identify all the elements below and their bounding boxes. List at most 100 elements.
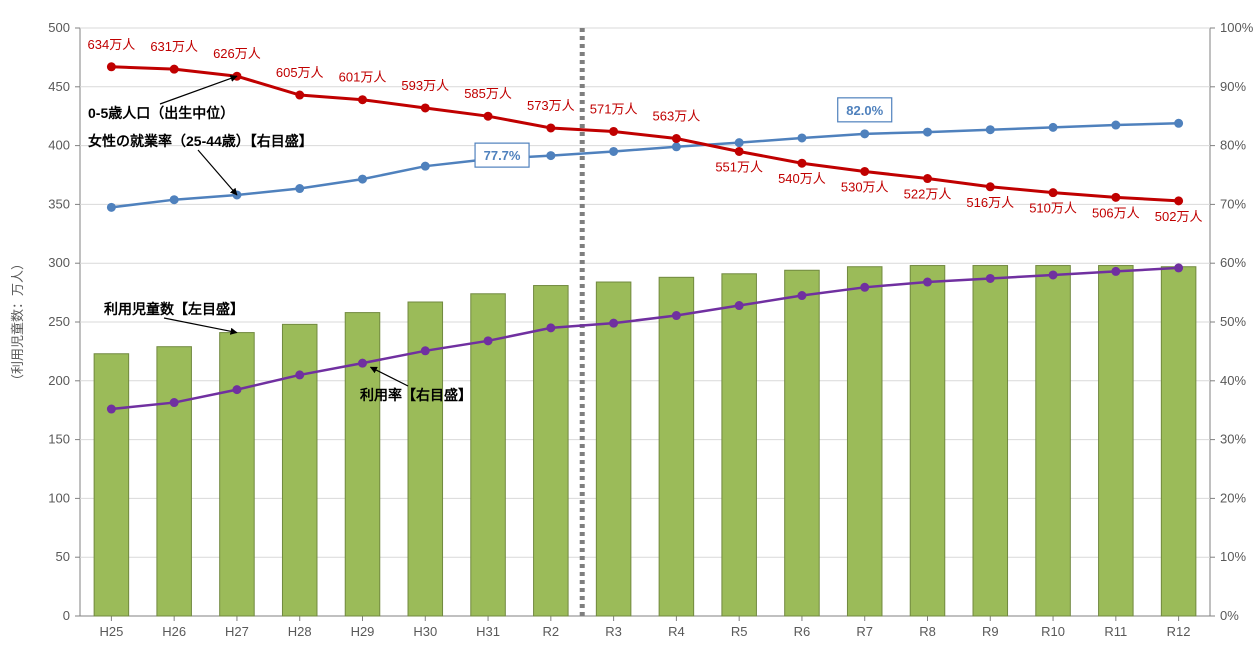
chart-container: 050100150200250300350400450500（利用児童数：万人）…: [0, 0, 1256, 653]
bar: [282, 324, 317, 616]
y-right-tick-label: 50%: [1220, 314, 1246, 329]
x-tick-label: R11: [1104, 624, 1127, 639]
usage-rate-marker: [1049, 271, 1057, 279]
bar: [220, 333, 255, 616]
bar: [534, 286, 569, 616]
population-data-label: 573万人: [527, 98, 575, 113]
x-tick-label: H26: [162, 624, 186, 639]
x-tick-label: H28: [288, 624, 312, 639]
population-data-label: 530万人: [841, 179, 889, 194]
population-marker: [672, 135, 680, 143]
population-marker: [1175, 197, 1183, 205]
population-data-label: 605万人: [276, 65, 324, 80]
x-tick-label: R9: [982, 624, 999, 639]
annotation-pop-title: 0-5歳人口（出生中位）: [88, 105, 234, 121]
bar: [910, 266, 945, 616]
population-data-label: 563万人: [653, 109, 701, 124]
y-left-tick-label: 200: [48, 373, 70, 388]
y-left-tick-label: 0: [63, 608, 70, 623]
population-data-label: 631万人: [150, 39, 198, 54]
employment-marker: [547, 152, 555, 160]
population-marker: [798, 159, 806, 167]
population-data-label: 593万人: [401, 78, 449, 93]
y-left-tick-label: 500: [48, 20, 70, 35]
annotation-usage-title: 利用率【右目盛】: [360, 387, 472, 403]
usage-rate-marker: [986, 274, 994, 282]
usage-rate-marker: [735, 302, 743, 310]
bar: [1099, 266, 1134, 616]
employment-marker: [986, 126, 994, 134]
x-tick-label: R10: [1041, 624, 1065, 639]
y-left-tick-label: 350: [48, 196, 70, 211]
x-tick-label: H27: [225, 624, 249, 639]
bar: [345, 313, 380, 616]
x-tick-label: R6: [794, 624, 811, 639]
bar: [722, 274, 757, 616]
employment-marker: [107, 203, 115, 211]
callout-text: 82.0%: [846, 103, 883, 118]
population-marker: [170, 65, 178, 73]
employment-marker: [421, 162, 429, 170]
usage-rate-marker: [1175, 264, 1183, 272]
bar: [659, 277, 694, 616]
employment-marker: [861, 130, 869, 138]
usage-rate-marker: [421, 347, 429, 355]
usage-rate-marker: [798, 292, 806, 300]
population-marker: [421, 104, 429, 112]
usage-rate-marker: [861, 283, 869, 291]
usage-rate-marker: [233, 386, 241, 394]
callout-text: 77.7%: [484, 148, 521, 163]
employment-marker: [359, 175, 367, 183]
population-marker: [861, 167, 869, 175]
usage-rate-marker: [672, 312, 680, 320]
y-right-tick-label: 0%: [1220, 608, 1239, 623]
employment-marker: [798, 134, 806, 142]
y-left-tick-label: 250: [48, 314, 70, 329]
y-left-tick-label: 50: [56, 549, 70, 564]
bar: [1036, 266, 1071, 616]
y-left-tick-label: 100: [48, 490, 70, 505]
employment-marker: [610, 147, 618, 155]
x-tick-label: R8: [919, 624, 936, 639]
employment-marker: [170, 196, 178, 204]
usage-rate-marker: [610, 319, 618, 327]
x-tick-label: R3: [605, 624, 622, 639]
bar: [973, 266, 1008, 616]
population-data-label: 510万人: [1029, 201, 1077, 216]
usage-rate-marker: [170, 399, 178, 407]
usage-rate-marker: [924, 278, 932, 286]
bar: [1161, 267, 1196, 616]
population-data-label: 585万人: [464, 86, 512, 101]
population-data-label: 516万人: [966, 195, 1014, 210]
employment-marker: [296, 185, 304, 193]
x-tick-label: R12: [1167, 624, 1191, 639]
y-left-tick-label: 300: [48, 255, 70, 270]
x-tick-label: H29: [351, 624, 375, 639]
population-data-label: 551万人: [715, 159, 763, 174]
y-left-tick-label: 400: [48, 138, 70, 153]
usage-rate-marker: [359, 359, 367, 367]
x-tick-label: H30: [413, 624, 437, 639]
population-marker: [610, 127, 618, 135]
x-tick-label: R4: [668, 624, 685, 639]
y-right-tick-label: 90%: [1220, 79, 1246, 94]
y-right-tick-label: 30%: [1220, 432, 1246, 447]
employment-marker: [1112, 121, 1120, 129]
employment-marker: [1175, 119, 1183, 127]
population-marker: [924, 175, 932, 183]
y-right-tick-label: 100%: [1220, 20, 1254, 35]
x-tick-label: H31: [476, 624, 500, 639]
employment-marker: [672, 143, 680, 151]
population-marker: [735, 147, 743, 155]
y-left-tick-label: 450: [48, 79, 70, 94]
population-data-label: 634万人: [88, 37, 136, 52]
population-data-label: 522万人: [904, 187, 952, 202]
population-marker: [986, 183, 994, 191]
x-tick-label: H25: [99, 624, 123, 639]
employment-marker: [924, 128, 932, 136]
y-right-tick-label: 70%: [1220, 196, 1246, 211]
employment-marker: [735, 139, 743, 147]
population-marker: [484, 112, 492, 120]
x-tick-label: R2: [543, 624, 560, 639]
chart-svg: 050100150200250300350400450500（利用児童数：万人）…: [0, 0, 1256, 653]
